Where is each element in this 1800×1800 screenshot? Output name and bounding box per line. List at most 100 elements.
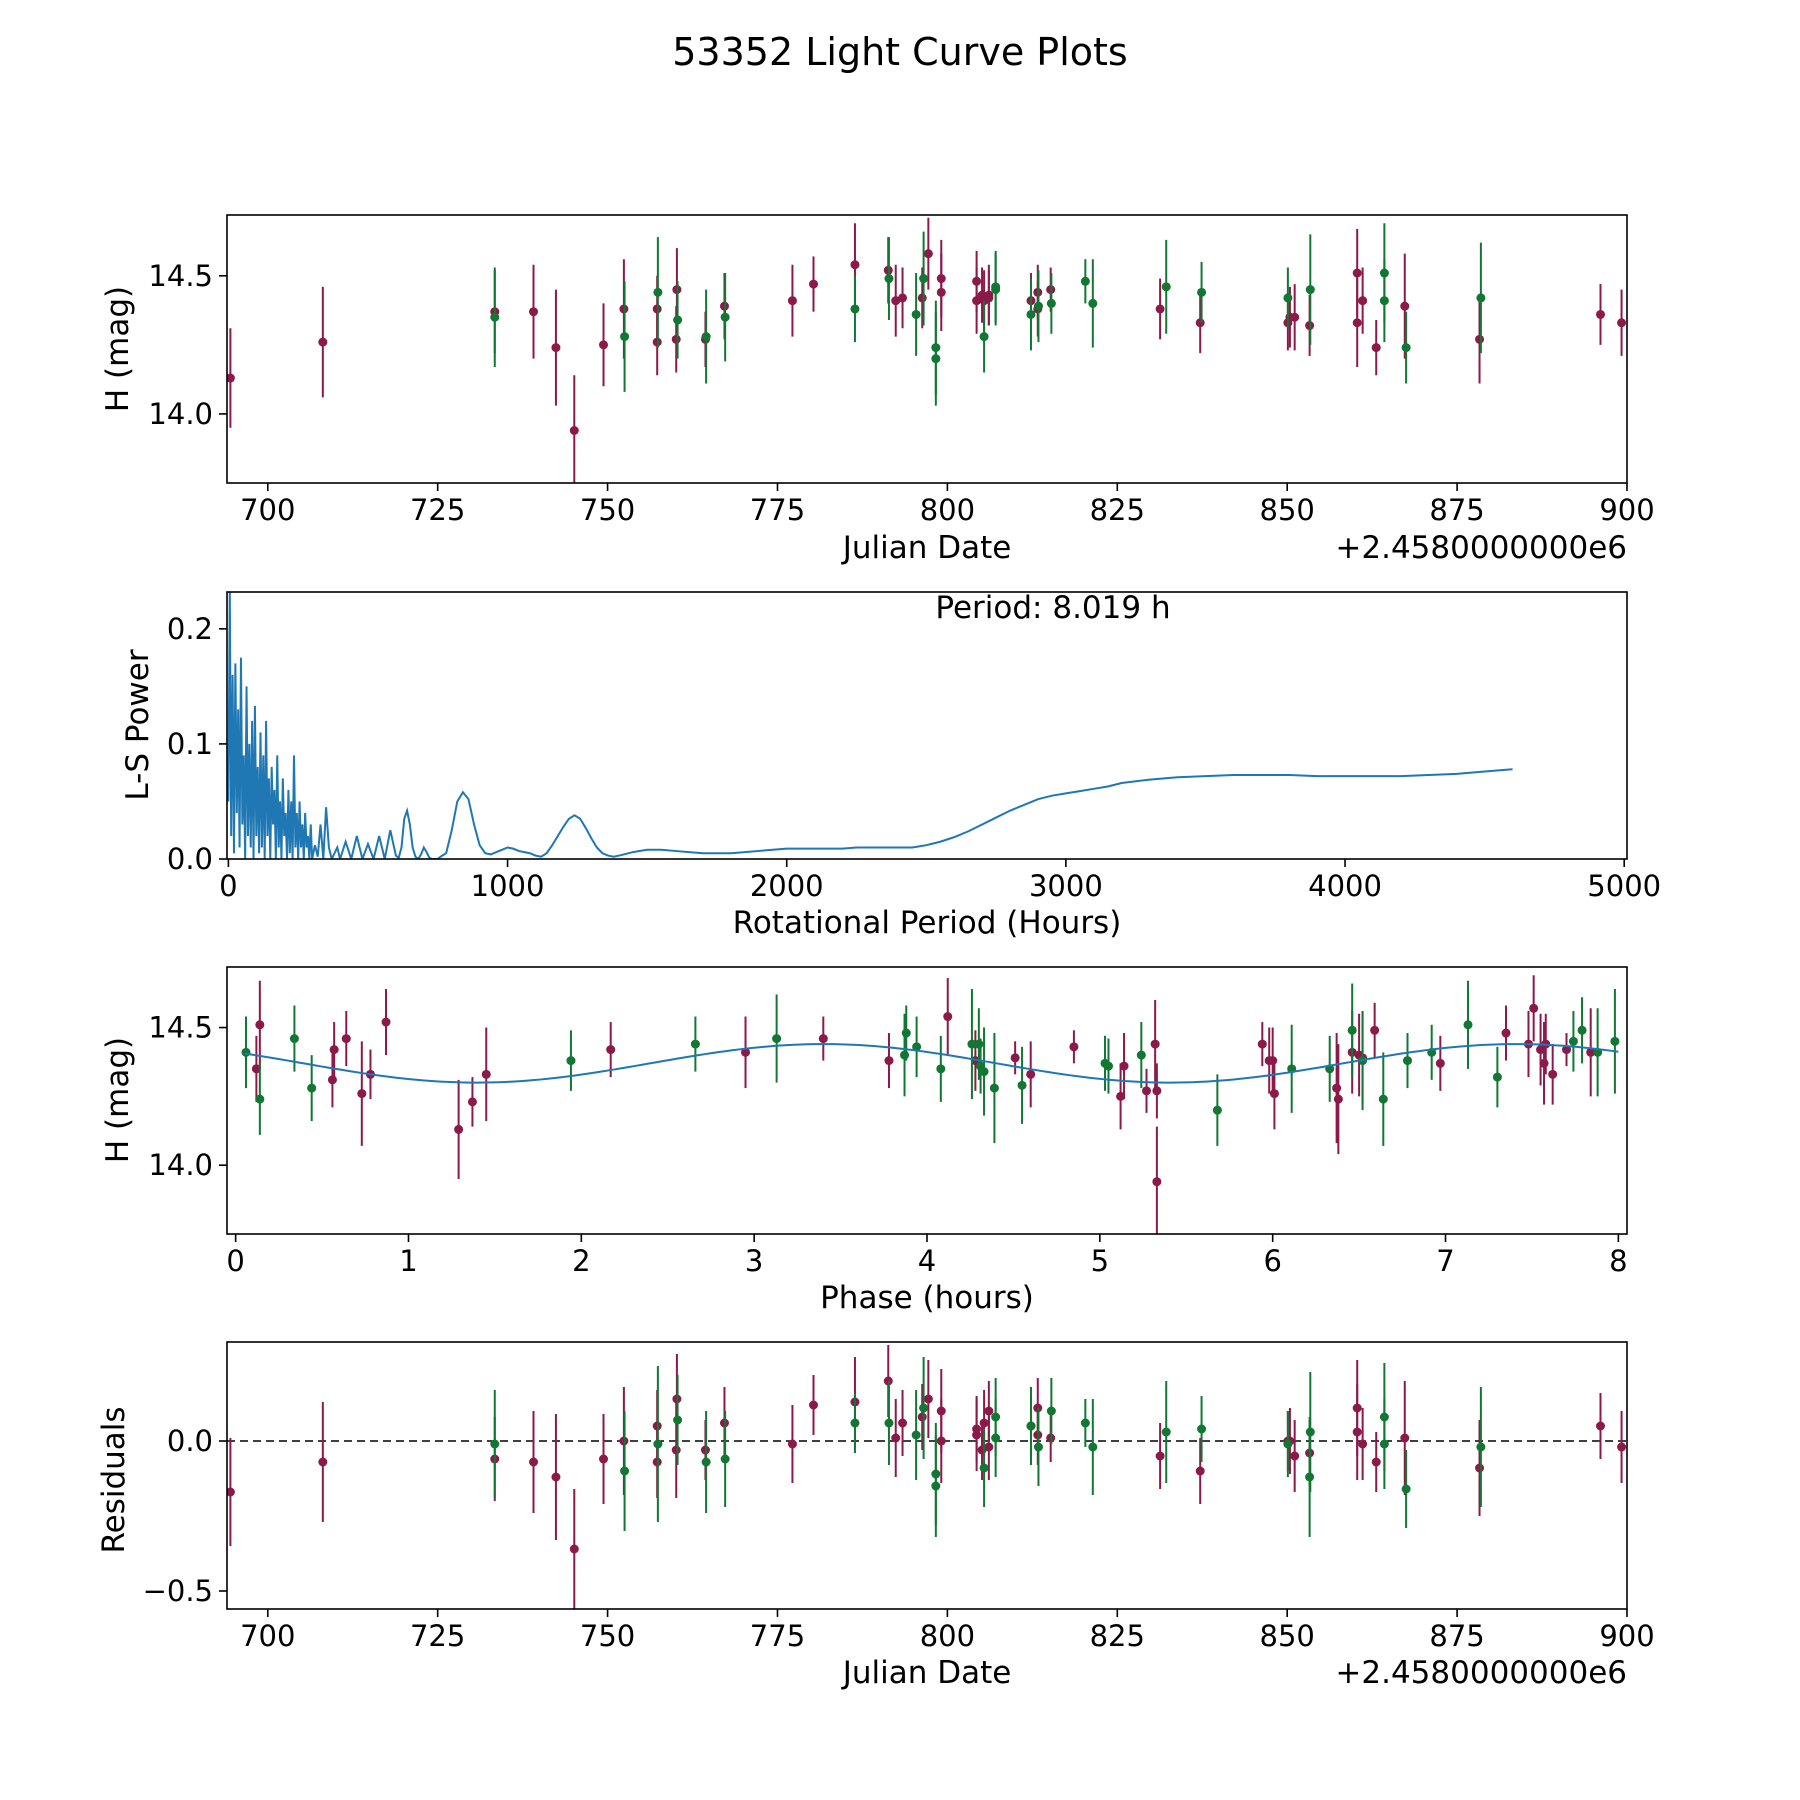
residuals-x-tick-label: 900 bbox=[1599, 1619, 1654, 1653]
light-curve-x-tick-label: 725 bbox=[410, 493, 465, 527]
light-curve-point bbox=[979, 332, 989, 342]
light-curve-y-tick-label: 14.5 bbox=[148, 259, 213, 293]
residuals-point bbox=[1026, 1421, 1036, 1431]
light-curve-point bbox=[1352, 268, 1362, 278]
phase-marks bbox=[241, 975, 1620, 1234]
period-annotation: Period: 8.019 h bbox=[935, 590, 1170, 626]
phase-point bbox=[1501, 1028, 1511, 1038]
phase-point bbox=[1116, 1091, 1126, 1101]
phase-point bbox=[1463, 1020, 1473, 1030]
light-curve-point bbox=[1476, 293, 1486, 303]
residuals-point bbox=[936, 1436, 946, 1446]
light-curve-point bbox=[318, 337, 328, 347]
light-curve-y-label: H (mag) bbox=[100, 286, 136, 412]
phase-point bbox=[1257, 1039, 1267, 1049]
residuals-point bbox=[1155, 1451, 1165, 1461]
phase-point bbox=[1136, 1050, 1146, 1060]
light-curve-point bbox=[1155, 304, 1165, 314]
light-curve-x-tick-label: 700 bbox=[240, 493, 295, 527]
light-curve-point bbox=[1283, 293, 1293, 303]
phase-point bbox=[690, 1039, 700, 1049]
phase-y-label: H (mag) bbox=[100, 1037, 136, 1163]
phase-point bbox=[255, 1094, 265, 1104]
residuals-point bbox=[919, 1403, 929, 1413]
light-curve-offset-text: +2.4580000000e6 bbox=[1335, 530, 1627, 566]
light-curve-x-label: Julian Date bbox=[841, 530, 1012, 566]
light-curve-point bbox=[919, 274, 929, 284]
periodogram-x-tick-label: 0 bbox=[219, 869, 237, 903]
light-curve-ticks: 700 725 750 775 800 825 850 875 900 14.0 14.5 bbox=[148, 259, 1654, 527]
residuals-x-tick-label: 750 bbox=[580, 1619, 635, 1653]
light-curve-point bbox=[1080, 276, 1090, 286]
residuals-point bbox=[1046, 1406, 1056, 1416]
residuals-y-label: Residuals bbox=[96, 1406, 132, 1553]
light-curve-point bbox=[787, 296, 797, 306]
phase-point bbox=[1333, 1094, 1343, 1104]
phase-point bbox=[1529, 1003, 1539, 1013]
light-curve-point bbox=[1617, 318, 1627, 328]
residuals-point bbox=[917, 1412, 927, 1422]
light-curve-x-tick-label: 800 bbox=[920, 493, 975, 527]
residuals-point bbox=[720, 1454, 730, 1464]
light-curve-point bbox=[1475, 334, 1485, 344]
residuals-point bbox=[551, 1472, 561, 1482]
residuals-point bbox=[884, 1418, 894, 1428]
residuals-point bbox=[850, 1418, 860, 1428]
light-curve-point bbox=[529, 307, 539, 317]
phase-point bbox=[1548, 1069, 1558, 1079]
residuals-y-tick-label: 0.0 bbox=[167, 1424, 213, 1458]
phase-point bbox=[741, 1047, 751, 1057]
residuals-points bbox=[227, 1345, 1627, 1609]
residuals-point bbox=[923, 1394, 933, 1404]
residuals-point bbox=[1305, 1472, 1315, 1482]
light-curve-point bbox=[1033, 301, 1043, 311]
light-curve-point bbox=[850, 304, 860, 314]
periodogram-y-tick-label: 0.1 bbox=[167, 727, 213, 761]
phase-x-tick-label: 6 bbox=[1263, 1244, 1281, 1278]
light-curve-point bbox=[898, 293, 908, 303]
residuals-panel: 700 725 750 775 800 825 850 875 900 −0.5 0.0 Julia… bbox=[96, 1341, 1655, 1691]
light-curve-point bbox=[1305, 285, 1315, 295]
phase-x-tick-label: 4 bbox=[918, 1244, 936, 1278]
residuals-point bbox=[671, 1445, 681, 1455]
residuals-point bbox=[653, 1439, 663, 1449]
phase-point bbox=[329, 1045, 339, 1055]
residuals-x-tick-label: 725 bbox=[410, 1619, 465, 1653]
phase-point bbox=[1610, 1036, 1620, 1046]
phase-point bbox=[381, 1017, 391, 1027]
residuals-point bbox=[1195, 1466, 1205, 1476]
residuals-point bbox=[972, 1430, 982, 1440]
phase-point bbox=[1539, 1058, 1549, 1068]
residuals-point bbox=[911, 1430, 921, 1440]
residuals-offset-text: +2.4580000000e6 bbox=[1335, 1655, 1627, 1691]
phase-x-tick-label: 1 bbox=[399, 1244, 417, 1278]
phase-point bbox=[1269, 1089, 1279, 1099]
periodogram-ticks: 0 1000 2000 3000 4000 5000 0.0 0.1 0.2 bbox=[167, 612, 1661, 903]
residuals-point bbox=[891, 1433, 901, 1443]
light-curve-x-tick-label: 900 bbox=[1599, 493, 1654, 527]
light-curve-point bbox=[1371, 343, 1381, 353]
phase-point bbox=[566, 1056, 576, 1066]
light-curve-point bbox=[569, 426, 579, 436]
residuals-marks bbox=[227, 1345, 1627, 1609]
phase-point bbox=[943, 1012, 953, 1022]
light-curve-point bbox=[1400, 301, 1410, 311]
phase-point bbox=[1119, 1061, 1129, 1071]
phase-x-tick-label: 2 bbox=[572, 1244, 590, 1278]
phase-point bbox=[974, 1039, 984, 1049]
light-curve-point bbox=[701, 332, 711, 342]
residuals-point bbox=[490, 1439, 500, 1449]
residuals-point bbox=[787, 1439, 797, 1449]
residuals-x-tick-label: 850 bbox=[1260, 1619, 1315, 1653]
light-curve-point bbox=[1290, 312, 1300, 322]
light-curve-point bbox=[884, 274, 894, 284]
light-curve-point bbox=[1595, 309, 1605, 319]
residuals-point bbox=[529, 1457, 539, 1467]
phase-x-label: Phase (hours) bbox=[820, 1280, 1034, 1316]
residuals-point bbox=[898, 1418, 908, 1428]
phase-point bbox=[1103, 1061, 1113, 1071]
periodogram-axes-frame bbox=[226, 591, 1628, 860]
phase-point bbox=[1212, 1105, 1222, 1115]
